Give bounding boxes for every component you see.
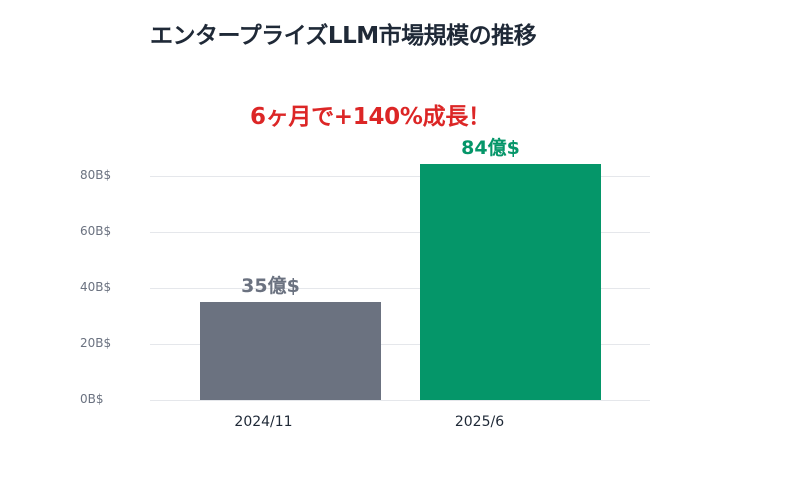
bar-2024-11 [200, 302, 381, 400]
growth-annotation: 6ヶ月で+140%成長！ [250, 104, 491, 130]
gridline-60 [150, 232, 650, 233]
chart-title: エンタープライズLLM市場規模の推移 [150, 23, 537, 49]
y-tick-label: 60B$ [80, 224, 112, 238]
y-tick-label: 40B$ [80, 280, 112, 294]
x-tick-label: 2024/11 [234, 414, 293, 430]
bar-value-label: 35億$ [241, 275, 300, 297]
y-tick-label: 80B$ [80, 168, 112, 182]
gridline-40 [150, 288, 650, 289]
gridline-0 [150, 400, 650, 401]
gridline-20 [150, 344, 650, 345]
bar-2025-6 [420, 164, 601, 400]
y-tick-label: 20B$ [80, 336, 112, 350]
y-tick-label: 0B$ [80, 392, 104, 406]
bar-value-label: 84億$ [461, 137, 520, 159]
x-tick-label: 2025/6 [454, 414, 505, 430]
gridline-80 [150, 176, 650, 177]
